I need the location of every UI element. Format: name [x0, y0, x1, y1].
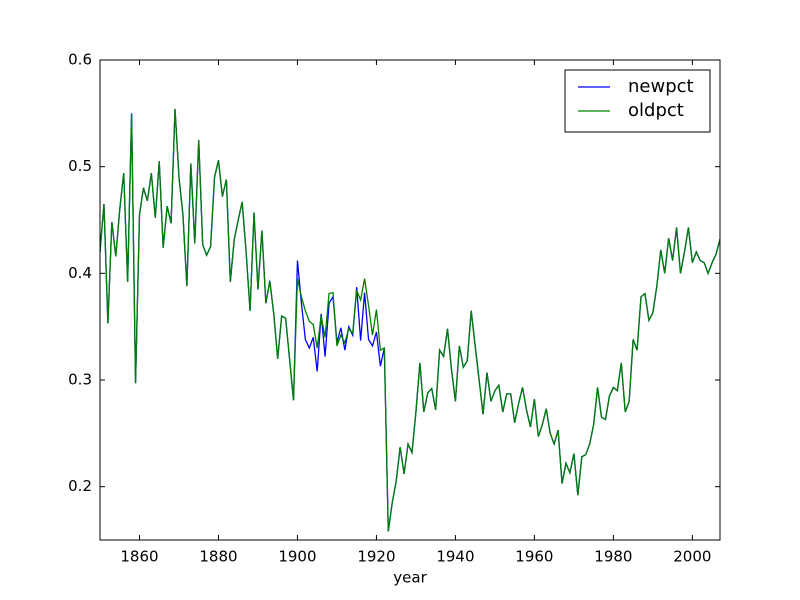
y-tick-label: 0.2	[68, 477, 92, 495]
x-axis-label: year	[393, 569, 427, 587]
y-tick-label: 0.6	[68, 51, 92, 69]
series-line	[100, 109, 720, 532]
x-tick-label: 1920	[357, 548, 395, 566]
legend-label: newpct	[628, 76, 694, 97]
y-tick-label: 0.4	[68, 264, 92, 282]
y-tick-label: 0.3	[68, 371, 92, 389]
x-tick-label: 2000	[673, 548, 711, 566]
x-tick-label: 1900	[278, 548, 316, 566]
x-tick-label: 1880	[199, 548, 237, 566]
plot-frame	[99, 59, 721, 541]
x-tick-label: 1980	[594, 548, 632, 566]
x-tick-label: 1940	[436, 548, 474, 566]
x-tick-label: 1860	[120, 548, 158, 566]
legend-box	[564, 69, 711, 133]
y-tick-label: 0.5	[68, 157, 92, 175]
x-tick-label: 1960	[515, 548, 553, 566]
legend-label: oldpct	[628, 100, 684, 121]
